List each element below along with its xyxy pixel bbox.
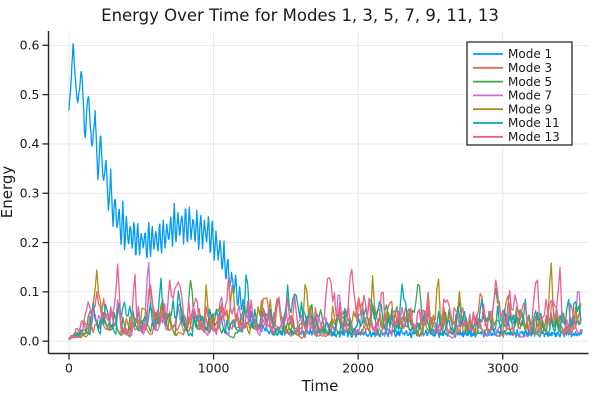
- y-tick-label: 0.2: [20, 235, 40, 250]
- chart-title: Energy Over Time for Modes 1, 3, 5, 7, 9…: [101, 6, 499, 25]
- legend-item-mode-1: Mode 1: [473, 47, 552, 61]
- legend-label: Mode 13: [508, 130, 560, 144]
- legend-label: Mode 1: [508, 47, 552, 61]
- legend-item-mode-5: Mode 5: [473, 75, 552, 89]
- legend-label: Mode 5: [508, 75, 552, 89]
- legend-item-mode-7: Mode 7: [473, 89, 552, 103]
- y-axis-label: Energy: [0, 166, 16, 219]
- x-tick-label: 0: [65, 361, 73, 376]
- legend-label: Mode 7: [508, 89, 552, 103]
- y-tick-label: 0.0: [20, 333, 40, 348]
- tick-labels: 0.0 0.1 0.2 0.3 0.4 0.5 0.6 0 1000 2000 3000: [20, 38, 519, 376]
- axes: [42, 31, 589, 360]
- legend-item-mode-11: Mode 11: [473, 116, 560, 130]
- x-axis-label: Time: [301, 377, 339, 395]
- y-tick-label: 0.4: [20, 136, 40, 151]
- x-tick-label: 1000: [198, 361, 230, 376]
- y-tick-label: 0.3: [20, 186, 40, 201]
- y-tick-label: 0.5: [20, 87, 40, 102]
- legend-label: Mode 11: [508, 116, 560, 130]
- series-mode-13: [68, 263, 582, 340]
- x-tick-label: 3000: [487, 361, 519, 376]
- legend-label: Mode 3: [508, 61, 552, 75]
- legend-item-mode-3: Mode 3: [473, 61, 552, 75]
- legend-label: Mode 9: [508, 102, 552, 116]
- y-tick-label: 0.6: [20, 38, 40, 53]
- legend-item-mode-9: Mode 9: [473, 102, 552, 116]
- legend-box: [466, 41, 573, 146]
- y-tick-label: 0.1: [20, 284, 40, 299]
- legend-item-mode-13: Mode 13: [473, 130, 560, 144]
- x-tick-label: 2000: [342, 361, 374, 376]
- data-series: [68, 42, 583, 340]
- series-mode-9: [68, 262, 582, 340]
